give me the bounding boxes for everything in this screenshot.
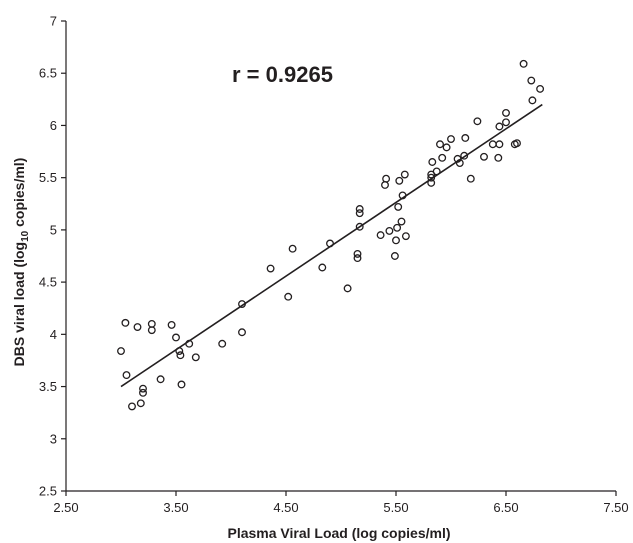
data-point	[513, 139, 521, 148]
data-point	[156, 375, 165, 384]
x-tick-label: 7.50	[603, 500, 628, 515]
data-point	[442, 143, 451, 152]
data-point	[460, 151, 469, 160]
data-point	[284, 292, 293, 301]
data-point	[385, 226, 394, 235]
data-point	[392, 236, 400, 245]
data-point	[136, 399, 145, 408]
y-tick-label: 3.5	[39, 379, 57, 394]
data-point	[355, 205, 364, 213]
x-tick-label: 2.50	[53, 500, 78, 515]
data-point	[343, 284, 352, 293]
data-point	[401, 232, 410, 241]
axes	[65, 21, 616, 492]
data-point	[122, 371, 131, 380]
data-point	[461, 134, 470, 142]
data-point	[238, 328, 246, 337]
data-point	[353, 249, 362, 258]
data-point	[177, 380, 186, 389]
data-point	[266, 264, 275, 273]
y-tick-label: 7	[50, 14, 57, 29]
y-tick-label: 5	[50, 222, 57, 237]
data-point	[147, 326, 156, 335]
y-axis-title-pre: DBS viral load (log	[11, 242, 27, 366]
y-tick-label: 5.5	[39, 170, 57, 185]
data-point	[390, 252, 399, 260]
data-point	[438, 153, 447, 162]
y-axis-title: DBS viral load (log10 copies/ml)	[11, 158, 31, 367]
x-tick-label: 3.50	[163, 500, 188, 515]
data-point	[428, 158, 437, 166]
data-point	[397, 217, 406, 226]
y-tick-label: 4	[50, 327, 57, 342]
data-point	[502, 108, 510, 117]
data-point	[400, 170, 409, 179]
regression-line	[120, 103, 543, 388]
y-tick-label: 2.5	[39, 484, 57, 499]
y-tick-label: 4.5	[39, 275, 57, 290]
data-point	[147, 319, 156, 328]
data-point	[139, 384, 147, 393]
data-point	[473, 117, 482, 126]
y-tick-label: 6.5	[39, 66, 57, 81]
data-point	[394, 202, 403, 211]
data-point	[502, 118, 510, 127]
y-axis-title-post: copies/ml)	[11, 158, 27, 231]
x-axis-ticks: 2.50 3.50 4.50 5.50 6.50 7.50	[53, 491, 629, 515]
data-point	[117, 347, 125, 355]
correlation-annotation: r = 0.9265	[232, 62, 333, 87]
data-point	[139, 388, 147, 397]
data-point	[382, 174, 391, 183]
data-point	[121, 318, 130, 327]
data-point	[488, 140, 497, 149]
data-point	[436, 140, 444, 149]
data-point	[218, 339, 227, 348]
data-point	[191, 353, 200, 362]
y-axis-title-sub: 10	[20, 230, 31, 242]
x-tick-label: 4.50	[273, 500, 298, 515]
data-point	[318, 263, 327, 272]
data-point	[355, 222, 364, 231]
data-point	[393, 223, 402, 232]
x-tick-label: 5.50	[383, 500, 408, 515]
data-point	[466, 174, 475, 183]
data-point	[480, 152, 488, 161]
x-axis-title: Plasma Viral Load (log copies/ml)	[227, 525, 450, 541]
data-point	[519, 59, 528, 68]
data-point	[495, 140, 504, 149]
data-point	[494, 153, 503, 162]
data-point	[355, 209, 364, 218]
y-axis-ticks: 2.5 3 3.5 4 4.5 5 5.5 6 6.5 7	[39, 14, 66, 499]
data-point	[133, 323, 142, 331]
data-point	[167, 320, 176, 329]
y-tick-label: 6	[50, 118, 57, 133]
data-point	[536, 84, 545, 93]
y-tick-label: 3	[50, 431, 57, 446]
data-point	[376, 231, 385, 240]
data-point	[176, 351, 185, 360]
data-point	[381, 181, 389, 189]
data-point	[172, 333, 180, 342]
data-point	[288, 244, 297, 253]
data-points	[117, 59, 545, 411]
data-point	[353, 254, 362, 263]
data-point	[447, 135, 455, 143]
data-point	[395, 176, 404, 185]
data-point	[527, 76, 536, 85]
data-point	[528, 96, 537, 105]
x-tick-label: 6.50	[493, 500, 518, 515]
data-point	[495, 122, 504, 131]
data-point	[128, 402, 136, 411]
